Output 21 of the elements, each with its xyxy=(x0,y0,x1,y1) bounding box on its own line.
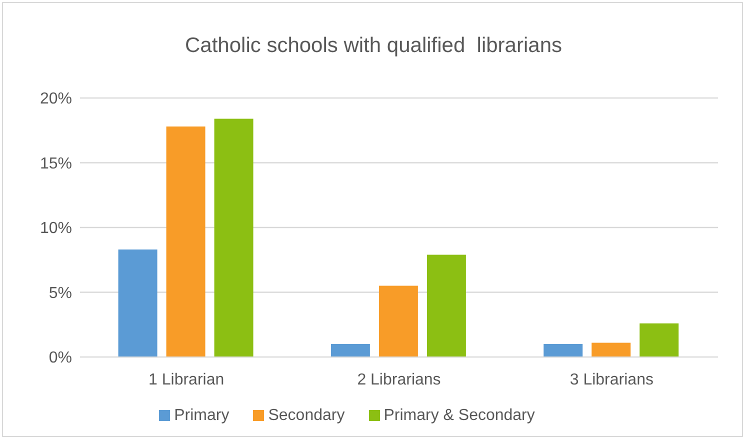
bar xyxy=(426,254,466,357)
legend-label: Primary xyxy=(174,407,230,424)
bar xyxy=(118,250,158,357)
legend-label: Primary & Secondary xyxy=(384,407,535,424)
y-tick-label: 10% xyxy=(40,220,72,238)
bar xyxy=(166,126,206,357)
bar xyxy=(640,323,679,357)
y-tick-label: 5% xyxy=(48,284,72,302)
bar xyxy=(544,344,583,357)
chart-title: Catholic schools with qualified librarians xyxy=(184,34,563,58)
legend-label: Secondary xyxy=(268,407,345,424)
x-tick-label: 3 Librarians xyxy=(570,371,654,388)
bar xyxy=(592,342,631,357)
y-tick-label: 20% xyxy=(40,90,72,108)
bar xyxy=(378,286,418,357)
y-tick-label: 15% xyxy=(40,155,72,172)
x-tick-label: 2 Librarians xyxy=(357,371,441,388)
bar xyxy=(214,118,254,357)
y-tick-label: 0% xyxy=(48,350,72,367)
bar xyxy=(330,344,370,357)
x-tick-label: 1 Librarian xyxy=(148,371,224,388)
